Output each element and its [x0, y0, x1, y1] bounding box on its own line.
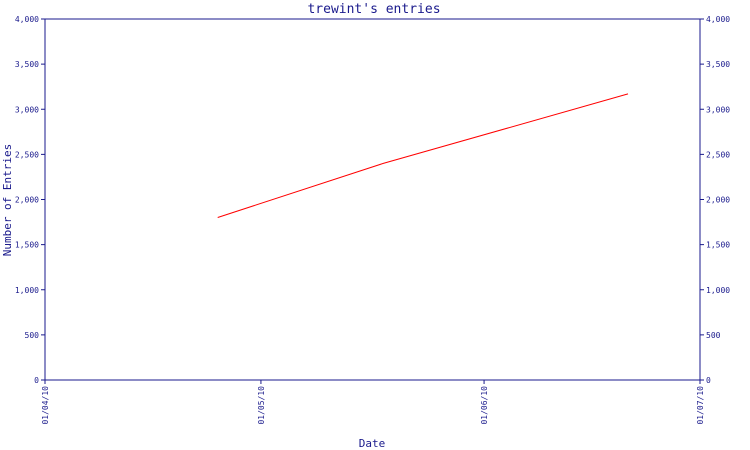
y-tick-label-left: 4,000 [15, 15, 39, 24]
y-tick-label-right: 4,000 [706, 15, 730, 24]
y-tick-label-left: 1,500 [15, 241, 39, 250]
y-tick-label-right: 2,500 [706, 150, 730, 159]
y-tick-label-left: 500 [25, 331, 40, 340]
chart-title: trewint's entries [307, 2, 440, 17]
y-tick-label-right: 2,000 [706, 196, 730, 205]
y-tick-label-left: 3,000 [15, 105, 39, 114]
y-axis-label: Number of Entries [1, 144, 14, 257]
y-tick-label-right: 3,000 [706, 105, 730, 114]
x-tick-label: 01/04/10 [41, 386, 50, 425]
y-axis-right: 0 500 1,000 1,500 2,000 2,500 3,000 3,500 4,000 [700, 15, 730, 385]
y-tick-label-left: 0 [34, 376, 39, 385]
y-tick-label-left: 2,000 [15, 196, 39, 205]
y-tick-label-right: 1,500 [706, 241, 730, 250]
y-tick-label-left: 1,000 [15, 286, 39, 295]
y-tick-label-left: 2,500 [15, 150, 39, 159]
x-axis-label: Date [359, 437, 386, 450]
x-tick-label: 01/07/10 [696, 386, 705, 425]
y-axis-left: 0 500 1,000 1,500 2,000 2,500 3,000 3,500 4,000 [15, 15, 45, 385]
y-tick-label-left: 3,500 [15, 60, 39, 69]
x-axis: 01/04/10 01/05/10 01/06/10 01/07/10 [41, 380, 705, 425]
y-tick-label-right: 1,000 [706, 286, 730, 295]
series-line [217, 93, 629, 218]
series-layer [217, 93, 629, 218]
x-tick-label: 01/06/10 [480, 386, 489, 425]
y-tick-label-right: 0 [706, 376, 711, 385]
y-tick-label-right: 3,500 [706, 60, 730, 69]
x-tick-label: 01/05/10 [257, 386, 266, 425]
plot-area-frame [44, 18, 701, 381]
y-tick-label-right: 500 [706, 331, 721, 340]
